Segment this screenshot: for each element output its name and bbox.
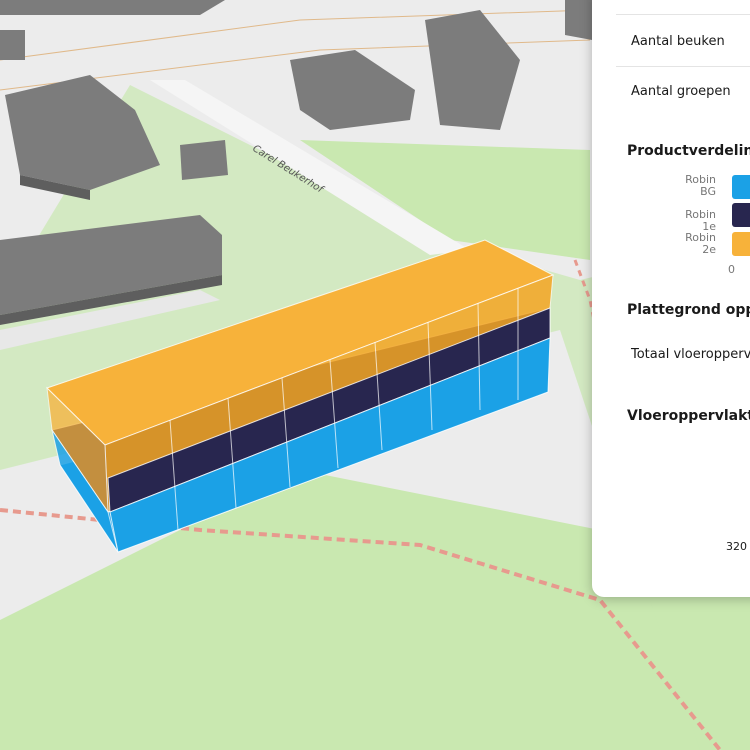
- section-heading: Productverdeling: [627, 143, 750, 159]
- bar: [732, 203, 750, 227]
- section-heading: Plattegrond oppe: [627, 302, 750, 318]
- bar: [732, 232, 750, 256]
- row-label: Aantal beuken: [631, 34, 725, 49]
- row-label: Totaal vloeropperv: [631, 347, 750, 362]
- category-label: Robin BG: [685, 173, 716, 198]
- category-label: Robin 2e: [685, 231, 716, 256]
- section-heading: Vloeroppervlakte: [627, 408, 750, 424]
- axis-label: 0: [728, 263, 735, 276]
- category-label: Robin 1e: [685, 208, 716, 233]
- bar: [732, 175, 750, 199]
- side-panel: Aantal beuken Aantal groepen Productverd…: [592, 0, 750, 597]
- divider: [616, 66, 750, 67]
- row-label: Aantal groepen: [631, 84, 731, 99]
- divider: [616, 14, 750, 15]
- value-label: 320: [726, 540, 747, 553]
